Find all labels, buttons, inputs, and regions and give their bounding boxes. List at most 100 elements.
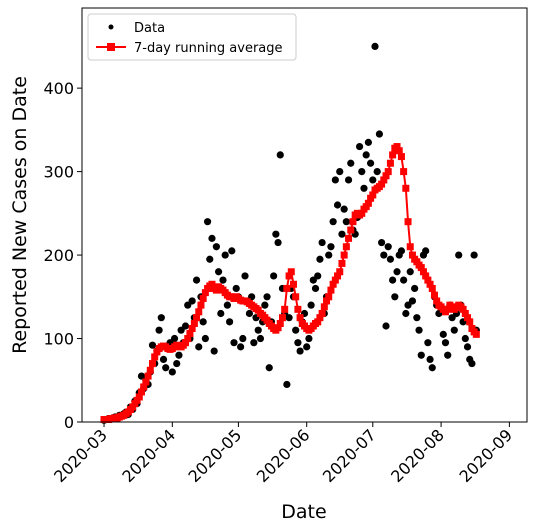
point [307, 301, 315, 309]
point [373, 167, 381, 176]
point [195, 343, 203, 351]
marker [287, 268, 295, 276]
marker [289, 280, 297, 288]
marker [197, 301, 205, 309]
point [173, 359, 181, 368]
y-tick-label: 300 [43, 163, 74, 182]
point [342, 218, 350, 226]
point [413, 314, 421, 322]
marker [428, 284, 436, 292]
y-tick-label: 0 [64, 413, 74, 432]
point [314, 272, 322, 280]
marker [426, 280, 434, 288]
point [333, 201, 342, 209]
point [303, 343, 311, 351]
point [241, 272, 249, 280]
plot-area [100, 42, 480, 424]
point [366, 159, 375, 167]
point [318, 238, 326, 247]
marker [342, 243, 350, 251]
marker [334, 272, 342, 280]
marker [382, 172, 390, 180]
marker [433, 297, 441, 305]
marker [283, 284, 291, 292]
marker [424, 276, 432, 284]
point [170, 334, 179, 343]
marker [146, 366, 154, 374]
point [206, 255, 214, 263]
marker [325, 293, 333, 301]
point [327, 243, 335, 251]
point [347, 159, 355, 167]
marker [397, 153, 405, 161]
point [265, 364, 273, 372]
point [424, 339, 432, 347]
point [417, 351, 425, 359]
point [263, 293, 271, 301]
point [470, 251, 478, 259]
point [181, 322, 190, 330]
marker [148, 360, 156, 368]
y-axis-label: Reported New Cases on Date [9, 76, 31, 354]
point [270, 272, 278, 280]
point [369, 176, 377, 184]
point [393, 268, 401, 276]
marker [208, 280, 216, 288]
point [223, 301, 231, 309]
marker [151, 353, 159, 361]
legend-label: 7-day running average [134, 41, 283, 56]
marker [320, 303, 328, 311]
point [378, 238, 386, 247]
marker [274, 324, 282, 332]
point [444, 351, 452, 359]
marker [338, 259, 346, 267]
point [188, 297, 196, 305]
marker [318, 309, 326, 317]
point [208, 234, 216, 242]
point [294, 339, 302, 347]
point [175, 351, 183, 359]
point [285, 314, 293, 322]
point [283, 380, 291, 389]
marker [472, 330, 480, 338]
marker [402, 184, 410, 192]
x-tick-label: 2020-06 [253, 425, 314, 486]
point [391, 293, 399, 301]
marker [380, 176, 388, 184]
point [237, 343, 245, 351]
marker [417, 264, 425, 272]
marker [199, 294, 207, 302]
legend-box [87, 13, 297, 61]
marker [142, 378, 150, 386]
marker [294, 305, 302, 313]
marker [422, 272, 430, 280]
marker [135, 393, 143, 401]
point [203, 218, 212, 226]
marker [347, 226, 355, 234]
point [428, 364, 436, 372]
marker [389, 151, 397, 159]
marker [292, 293, 300, 301]
point [380, 251, 388, 259]
point [468, 359, 476, 368]
marker [369, 191, 377, 199]
point [386, 255, 395, 263]
marker [406, 243, 414, 251]
marker [186, 330, 194, 338]
point [389, 276, 397, 284]
marker [419, 268, 427, 276]
point [316, 255, 324, 263]
point [201, 334, 209, 343]
y-tick-label: 100 [43, 330, 74, 349]
point [406, 268, 414, 276]
marker [461, 309, 469, 317]
marker [182, 339, 190, 347]
y-tick-label: 400 [43, 79, 74, 98]
marker [296, 314, 304, 322]
point [272, 230, 280, 238]
marker [384, 168, 392, 176]
point [250, 339, 258, 347]
point [455, 251, 463, 259]
point [214, 268, 223, 276]
